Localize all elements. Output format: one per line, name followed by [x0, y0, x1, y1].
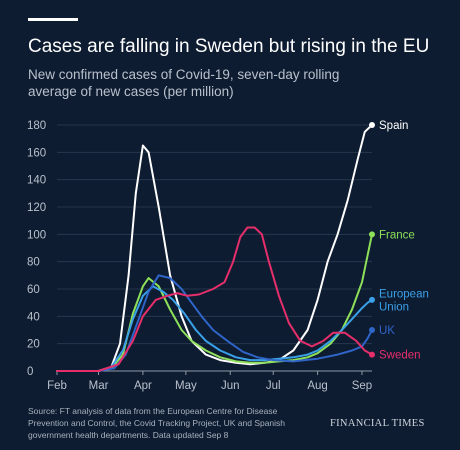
x-tick-label: Aug — [307, 380, 327, 392]
y-tick-label: 120 — [27, 202, 46, 214]
series-line-uk — [56, 274, 373, 372]
x-tick-label: May — [175, 380, 197, 392]
y-tick-label: 80 — [27, 257, 40, 269]
y-tick-label: 100 — [27, 229, 46, 241]
y-tick-label: 0 — [27, 366, 33, 378]
series-label-sweden: Sweden — [379, 350, 421, 362]
series-endpoint-sweden — [369, 351, 375, 358]
series-label-uk: UK — [379, 325, 395, 337]
series-label-spain: Spain — [379, 120, 408, 132]
series-line-spain — [56, 124, 373, 372]
series-label-france: France — [379, 229, 415, 241]
x-tick-label: Feb — [47, 380, 67, 392]
y-tick-label: 140 — [27, 175, 46, 187]
source-note: Source: FT analysis of data from the Eur… — [28, 406, 286, 440]
x-tick-label: Jul — [266, 380, 281, 392]
chart-subtitle: New confirmed cases of Covid-19, seven-d… — [28, 67, 340, 99]
x-tick-label: Sep — [352, 380, 372, 392]
chart-title: Cases are falling in Sweden but rising i… — [28, 36, 430, 57]
y-tick-label: 160 — [27, 147, 46, 159]
ft-logo: FINANCIAL TIMES — [330, 418, 425, 429]
y-tick-label: 60 — [27, 284, 40, 296]
y-tick-label: 40 — [27, 311, 40, 323]
y-tick-label: 20 — [27, 339, 40, 351]
x-tick-label: Mar — [89, 380, 109, 392]
series-endpoint-france — [369, 231, 375, 238]
series-endpoint-spain — [369, 122, 375, 128]
series-endpoint-european-union — [369, 296, 375, 303]
series-label-european-union: Union — [379, 301, 409, 313]
y-tick-label: 180 — [27, 120, 46, 132]
series-line-sweden — [56, 226, 373, 372]
series-label-european-union: European — [379, 288, 429, 300]
x-tick-label: Apr — [134, 380, 152, 392]
series-line-france — [56, 233, 373, 372]
ft-accent-bar — [28, 18, 78, 21]
series-endpoint-uk — [369, 327, 375, 333]
x-tick-label: Jun — [221, 380, 240, 392]
